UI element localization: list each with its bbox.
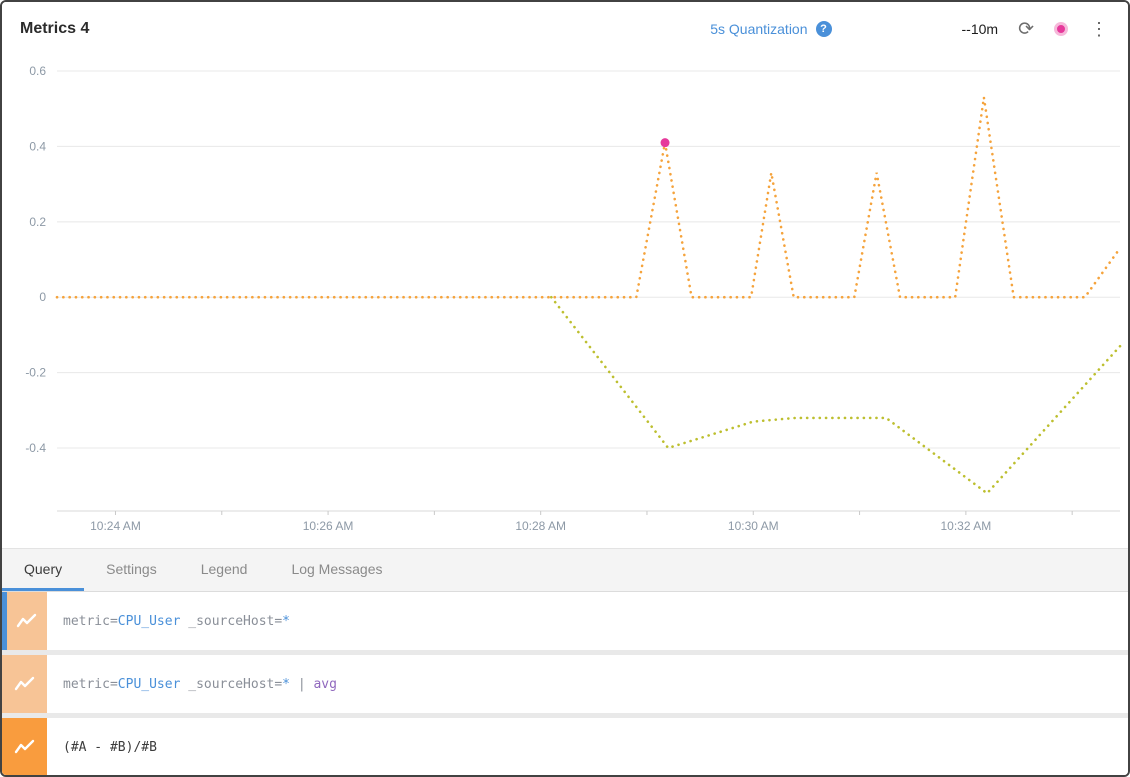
query-token: _sourceHost= — [180, 613, 283, 629]
query-token: CPU_User — [117, 613, 181, 629]
quantization-label[interactable]: 5s Quantization — [710, 21, 808, 37]
chart-line-icon — [14, 739, 34, 754]
query-token: * — [282, 613, 290, 629]
query-row-a[interactable]: metric= CPU_User _sourceHost= * — [2, 592, 1128, 650]
query-type-icon[interactable] — [2, 718, 47, 775]
header-actions: --10m ⟳ ⋮ — [962, 20, 1110, 39]
query-token: * — [282, 676, 290, 692]
query-token: avg — [313, 676, 337, 692]
chart-line-icon — [16, 613, 37, 628]
x-axis-label: 10:28 AM — [515, 519, 566, 533]
query-row-c[interactable]: (#A - #B)/#B — [2, 718, 1128, 775]
help-icon[interactable]: ? — [815, 21, 832, 37]
tab-settings[interactable]: Settings — [106, 560, 157, 577]
x-axis-label: 10:24 AM — [90, 519, 141, 533]
query-token: CPU_User — [117, 676, 181, 692]
tab-legend[interactable]: Legend — [200, 560, 248, 577]
time-series-chart[interactable]: 0.6 0.4 0.2 0 -0.2 -0.4 10:24 AM 10:26 AM 10:28 … — [2, 56, 1128, 548]
tab-log-messages[interactable]: Log Messages — [291, 560, 383, 577]
series-a-line — [55, 97, 1122, 299]
y-axis-label: 0.2 — [29, 215, 46, 229]
panel-title: Metrics 4 — [20, 20, 90, 37]
query-expression[interactable]: (#A - #B)/#B — [47, 718, 173, 775]
live-indicator-icon[interactable] — [1054, 22, 1068, 36]
query-type-icon[interactable] — [7, 592, 47, 650]
y-axis-label: 0 — [39, 290, 46, 304]
y-axis-label: -0.4 — [25, 441, 46, 455]
query-list: metric= CPU_User _sourceHost= * metric= CPU_… — [2, 592, 1128, 775]
query-row-b[interactable]: metric= CPU_User _sourceHost= * | avg — [2, 655, 1128, 713]
x-axis-label: 10:30 AM — [728, 519, 779, 533]
query-expression[interactable]: metric= CPU_User _sourceHost= * | avg — [47, 655, 353, 713]
x-axis-label: 10:32 AM — [941, 519, 992, 533]
query-token: (#A - #B)/#B — [63, 739, 157, 755]
y-axis-label: 0.4 — [29, 139, 46, 153]
refresh-icon[interactable]: ⟳ — [1018, 18, 1034, 40]
query-token: metric= — [63, 676, 118, 692]
y-axis-label: 0.6 — [29, 64, 46, 78]
kebab-menu-icon[interactable]: ⋮ — [1090, 19, 1108, 39]
series-b-line — [550, 295, 1122, 496]
tab-bar: Query Settings Legend Log Messages — [2, 548, 1128, 592]
query-token: _sourceHost= — [180, 676, 283, 692]
chart-canvas[interactable]: 0.6 0.4 0.2 0 -0.2 -0.4 10:24 AM 10:26 AM 10:28 … — [2, 56, 1128, 548]
tab-query[interactable]: Query — [2, 549, 85, 591]
chart-line-icon — [14, 676, 34, 691]
query-token: metric= — [63, 613, 118, 629]
y-axis-label: -0.2 — [25, 366, 46, 380]
query-type-icon[interactable] — [2, 655, 47, 713]
highlight-point[interactable] — [660, 138, 670, 148]
panel-header: Metrics 4 5s Quantization ? --10m ⟳ ⋮ — [2, 2, 1128, 56]
quantization-control[interactable]: 5s Quantization ? — [710, 21, 832, 37]
time-range[interactable]: --10m — [961, 21, 999, 37]
query-expression[interactable]: metric= CPU_User _sourceHost= * — [47, 592, 306, 650]
query-token: | — [290, 676, 314, 692]
x-axis-label: 10:26 AM — [303, 519, 354, 533]
